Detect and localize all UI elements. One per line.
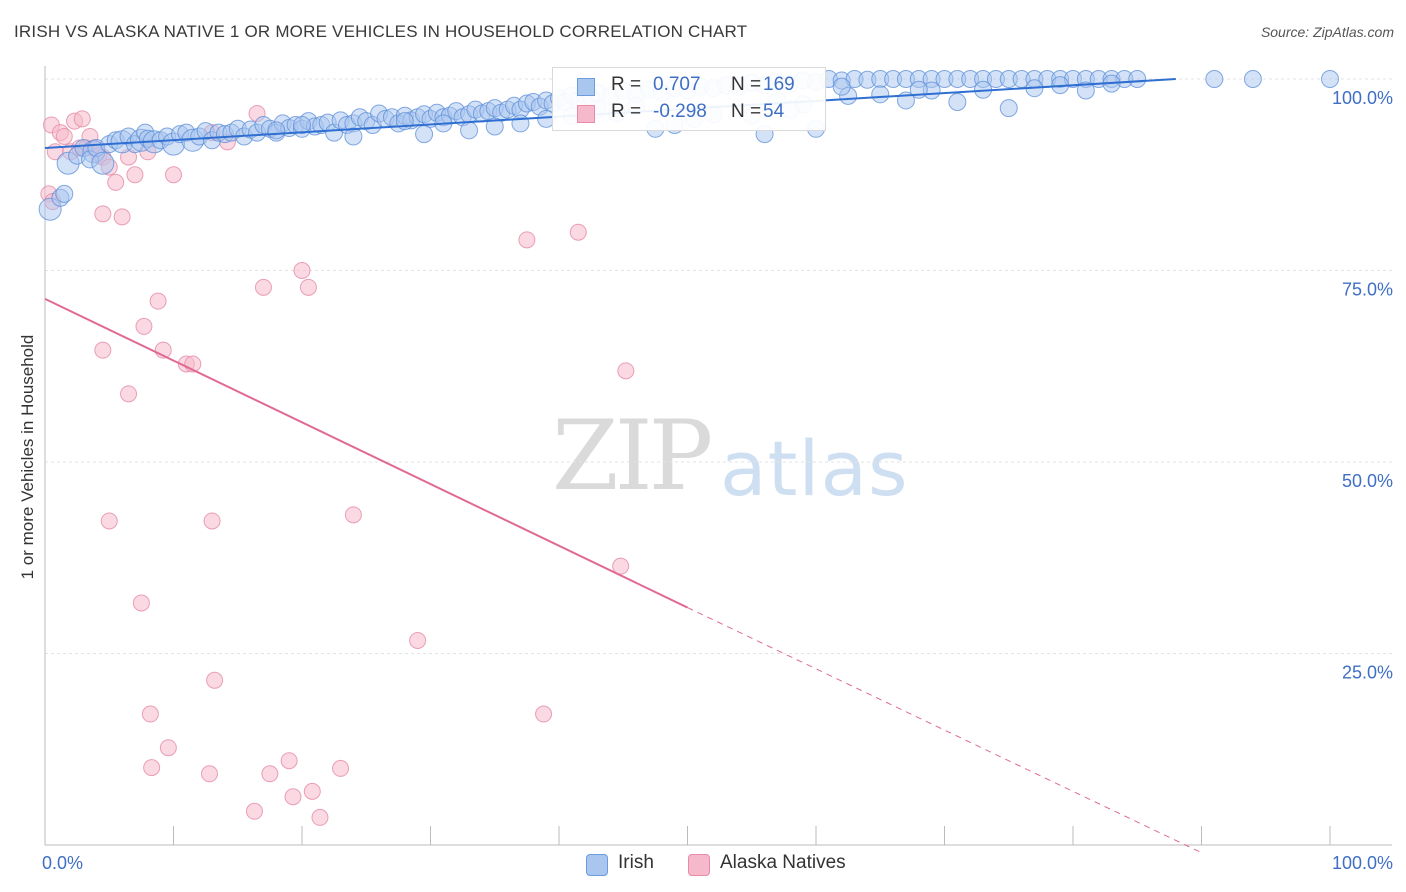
y-tick-label-3: 100.0% [1332,88,1393,108]
alaska-point-51 [261,765,279,783]
alaska-point-49 [143,759,161,777]
irish-point-130 [1205,70,1224,88]
legend-row-alaska: R = -0.298 N = 54 [553,101,825,127]
alaska-point-38 [617,362,635,380]
alaska-point-47 [535,705,553,723]
y-tick-label-2: 75.0% [1342,280,1393,300]
irish-point-139 [460,121,479,140]
irish-r-value: 0.707 [653,74,701,95]
y-axis-label: 1 or more Vehicles in Household [18,334,37,580]
legend-row-irish: R = 0.707 N = 169 [553,74,825,100]
alaska-r-value: -0.298 [653,101,707,122]
alaska-point-40 [203,512,221,530]
irish-point-158 [948,92,967,111]
irish-point-131 [1243,70,1262,88]
axes [44,66,1392,846]
alaska-point-44 [409,631,427,649]
y-tick-label-0: 25.0% [1342,663,1393,683]
alaska-point-56 [245,802,263,820]
alaska-point-25 [94,205,112,223]
irish-r-key: R = [611,74,642,95]
alaska-point-26 [518,231,536,249]
alaska-point-34 [94,341,112,359]
bottom-legend-alaska-label: Alaska Natives [720,852,846,873]
irish-point-135 [344,127,363,146]
irish-point-141 [511,114,530,133]
source-label: Source: ZipAtlas.com [1260,24,1394,40]
alaska-n-key: N = [731,101,762,122]
watermark-zip: ZIP [552,400,713,512]
alaska-point-31 [149,292,167,310]
x-tick-label-min: 0.0% [42,853,83,873]
alaska-point-30 [299,278,317,296]
y-tick-label-1: 50.0% [1342,471,1393,491]
irish-point-168 [832,77,851,96]
irish-point-137 [415,125,434,144]
alaska-point-32 [135,317,153,335]
irish-point-160 [999,99,1018,118]
alaska-trend-line [44,297,688,609]
irish-point-140 [485,117,504,136]
bottom-legend-irish-swatch [586,854,608,876]
alaska-point-16 [107,173,125,191]
alaska-point-9 [73,110,91,128]
alaska-point-48 [159,739,177,757]
irish-point-133 [267,121,286,140]
alaska-point-53 [332,759,350,777]
alaska-point-50 [200,765,218,783]
irish-point-2 [55,184,74,203]
alaska-n-value: 54 [763,101,785,122]
alaska-point-37 [120,385,138,403]
bottom-legend-alaska-swatch [688,854,710,876]
bottom-legend-irish-label: Irish [618,852,654,873]
alaska-point-41 [344,506,362,524]
alaska-point-19 [126,166,144,184]
alaska-r-key: R = [611,101,642,122]
irish-n-key: N = [731,74,762,95]
alaska-swatch [577,105,595,123]
alaska-point-46 [141,705,159,723]
tick-labels: 25.0% 50.0% 75.0% 100.0% 0.0% 100.0% [42,88,1393,873]
trend-lines [44,78,1202,854]
alaska-point-28 [254,278,272,296]
alaska-natives-points [40,104,635,826]
alaska-point-52 [280,752,298,770]
irish-point-155 [871,85,890,104]
grid-lines [45,78,1392,654]
alaska-point-42 [612,557,630,575]
alaska-point-17 [113,208,131,226]
irish-point-163 [1076,81,1095,100]
alaska-point-27 [569,223,587,241]
chart-title: IRISH VS ALASKA NATIVE 1 OR MORE VEHICLE… [14,22,748,41]
alaska-point-21 [165,166,182,184]
alaska-trend-extension [687,607,1202,854]
alaska-point-55 [303,782,321,800]
irish-point-9 [91,151,115,175]
x-tick-label-max: 100.0% [1332,853,1393,873]
irish-swatch [577,78,595,96]
irish-n-value: 169 [763,74,795,95]
irish-points [38,70,1339,221]
correlation-legend: R = 0.707 N = 169 R = -0.298 N = 54 [552,67,826,131]
irish-point-129 [1128,70,1147,88]
alaska-point-39 [100,512,118,530]
alaska-point-45 [206,671,224,689]
alaska-point-43 [132,594,150,612]
irish-point-134 [293,115,311,134]
irish-point-132 [1321,70,1339,88]
alaska-point-54 [284,788,302,806]
alaska-point-57 [311,808,329,826]
alaska-point-29 [293,262,311,279]
alaska-point-5 [55,127,73,145]
watermark-atlas: atlas [720,424,909,513]
